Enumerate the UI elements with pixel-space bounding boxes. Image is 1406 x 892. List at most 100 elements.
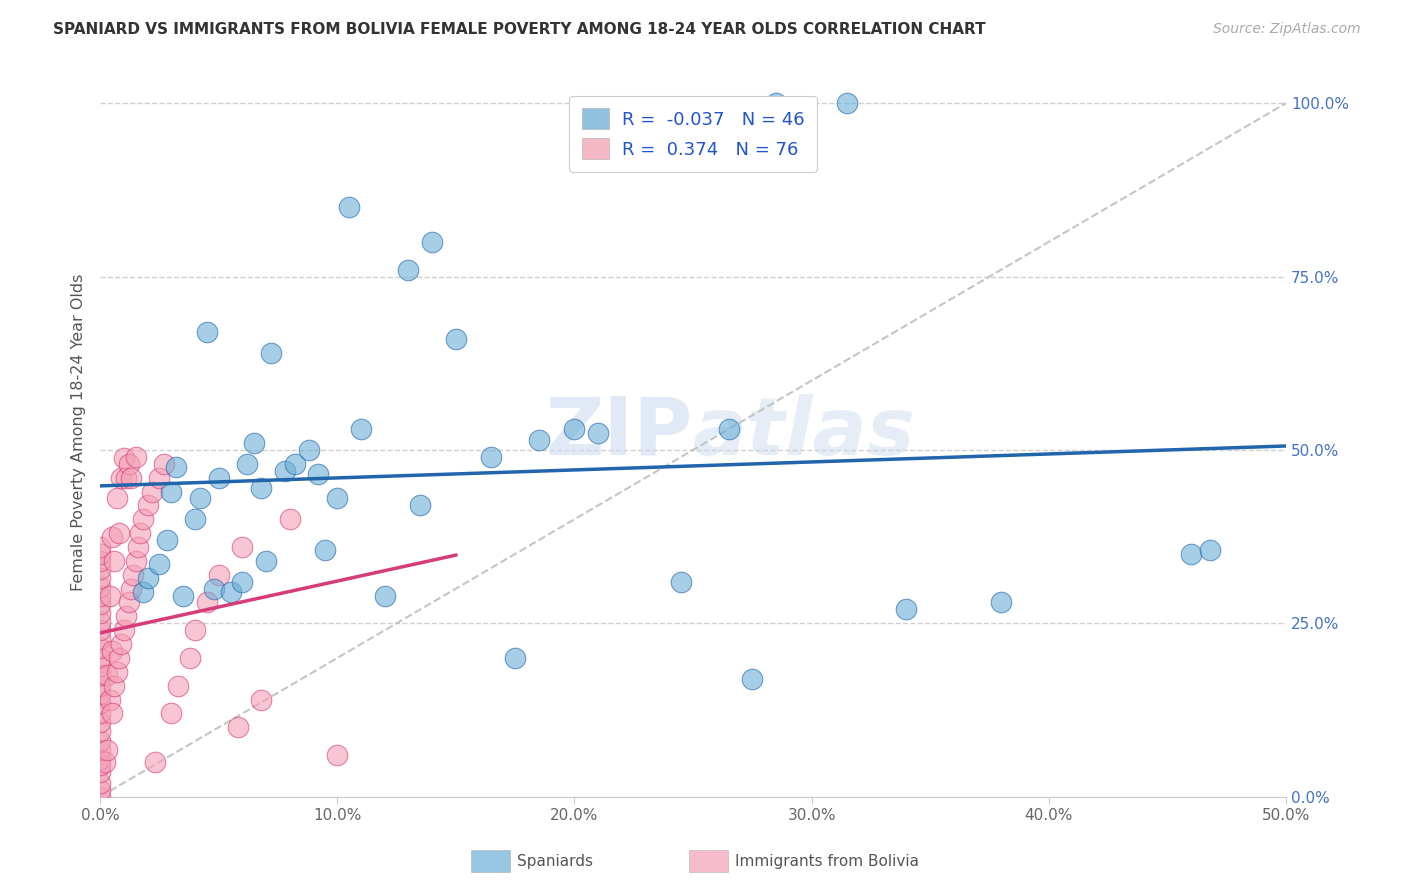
Point: [896, 602, 918, 616]
Point: [89, 597, 111, 611]
Point: [136, 571, 159, 585]
Point: [89, 547, 111, 561]
Point: [160, 706, 183, 721]
Point: [89, 723, 111, 738]
Point: [120, 471, 142, 485]
Point: [337, 200, 360, 214]
Point: [527, 433, 550, 447]
Point: [94, 755, 117, 769]
Point: [990, 595, 1012, 609]
Text: atlas: atlas: [693, 393, 915, 472]
Point: [101, 644, 124, 658]
Point: [122, 567, 145, 582]
Point: [165, 460, 187, 475]
Point: [231, 574, 253, 589]
Point: [226, 720, 249, 734]
Point: [89, 589, 111, 603]
Point: [132, 585, 155, 599]
Point: [420, 235, 443, 249]
Point: [98, 692, 121, 706]
Point: [398, 262, 420, 277]
Point: [110, 637, 132, 651]
Text: Source: ZipAtlas.com: Source: ZipAtlas.com: [1213, 22, 1361, 37]
Point: [89, 696, 111, 710]
Point: [125, 554, 148, 568]
Point: [112, 451, 135, 466]
Text: SPANIARD VS IMMIGRANTS FROM BOLIVIA FEMALE POVERTY AMONG 18-24 YEAR OLDS CORRELA: SPANIARD VS IMMIGRANTS FROM BOLIVIA FEMA…: [53, 22, 986, 37]
Y-axis label: Female Poverty Among 18-24 Year Olds: Female Poverty Among 18-24 Year Olds: [72, 274, 86, 591]
Text: ZIP: ZIP: [546, 393, 693, 472]
Point: [326, 747, 349, 762]
Point: [284, 457, 307, 471]
Point: [153, 457, 176, 471]
Point: [96, 742, 118, 756]
Point: [89, 562, 111, 576]
Point: [184, 512, 207, 526]
Point: [103, 679, 125, 693]
Point: [110, 471, 132, 485]
Point: [89, 758, 111, 772]
Point: [101, 530, 124, 544]
Point: [101, 706, 124, 721]
Point: [89, 706, 111, 721]
Point: [89, 765, 111, 780]
Point: [125, 450, 148, 464]
Point: [586, 425, 609, 440]
Point: [127, 540, 149, 554]
Point: [120, 582, 142, 596]
Point: [89, 554, 111, 568]
Point: [298, 442, 321, 457]
Point: [141, 484, 163, 499]
Point: [179, 651, 201, 665]
Point: [564, 422, 586, 436]
Point: [89, 679, 111, 693]
Point: [314, 543, 336, 558]
Point: [136, 499, 159, 513]
Point: [250, 692, 273, 706]
Point: [208, 567, 231, 582]
Point: [143, 755, 166, 769]
Point: [155, 533, 177, 547]
Point: [195, 595, 218, 609]
Point: [96, 668, 118, 682]
Point: [89, 580, 111, 594]
Point: [103, 554, 125, 568]
Point: [260, 346, 283, 360]
Point: [105, 491, 128, 506]
Point: [307, 467, 329, 482]
Point: [89, 687, 111, 701]
Point: [669, 574, 692, 589]
Point: [89, 714, 111, 729]
Point: [89, 668, 111, 682]
Point: [765, 96, 787, 111]
Point: [444, 332, 467, 346]
Point: [89, 640, 111, 655]
Point: [167, 679, 190, 693]
Point: [243, 436, 266, 450]
Point: [837, 96, 859, 111]
Point: [250, 481, 273, 495]
Point: [231, 540, 253, 554]
Point: [89, 751, 111, 765]
Point: [503, 651, 526, 665]
Point: [108, 651, 131, 665]
Point: [89, 659, 111, 673]
Point: [89, 571, 111, 585]
Text: Spaniards: Spaniards: [517, 855, 593, 869]
Point: [117, 595, 139, 609]
Point: [89, 776, 111, 790]
Point: [741, 672, 763, 686]
Point: [89, 742, 111, 756]
Point: [148, 558, 170, 572]
Text: Immigrants from Bolivia: Immigrants from Bolivia: [735, 855, 920, 869]
Point: [1199, 543, 1222, 558]
Point: [236, 457, 259, 471]
Point: [254, 554, 277, 568]
Point: [172, 589, 194, 603]
Point: [89, 615, 111, 629]
Point: [89, 734, 111, 748]
Point: [89, 540, 111, 554]
Point: [115, 471, 138, 485]
Point: [195, 325, 218, 339]
Point: [89, 624, 111, 638]
